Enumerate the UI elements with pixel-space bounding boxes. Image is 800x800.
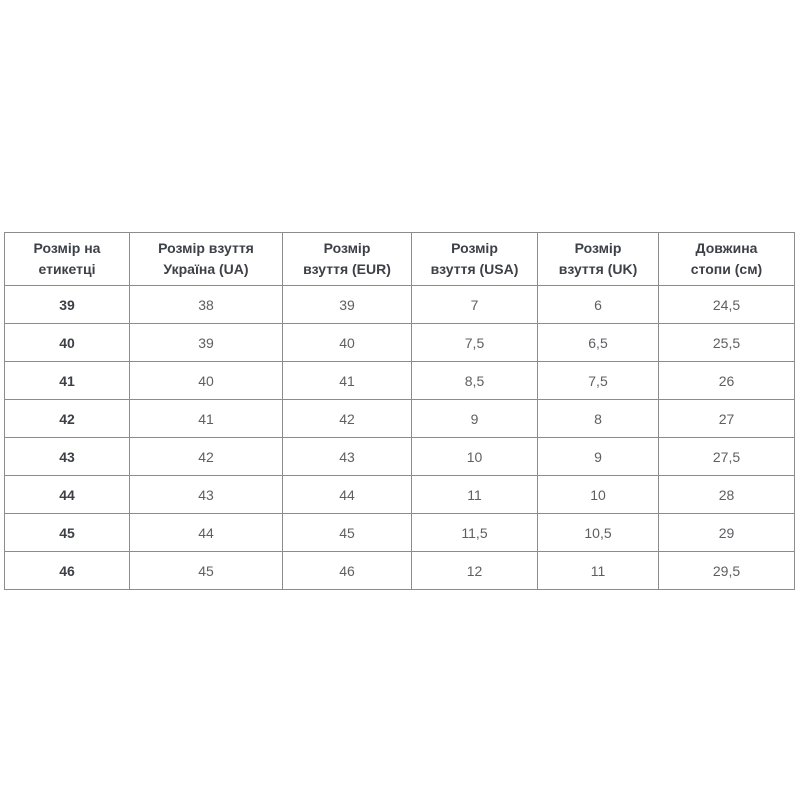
- foot-length-cell: 29: [658, 513, 795, 552]
- uk-size-cell: 7,5: [537, 361, 659, 400]
- column-header-usa-size: Розмір взуття (USA): [411, 232, 538, 286]
- foot-length-cell: 28: [658, 475, 795, 514]
- label-size-cell: 46: [4, 551, 130, 590]
- shoe-size-chart-table: Розмір на етикетці Розмір взуття Україна…: [4, 232, 795, 590]
- column-header-label-size: Розмір на етикетці: [4, 232, 130, 286]
- usa-size-cell: 12: [411, 551, 538, 590]
- uk-size-cell: 6,5: [537, 323, 659, 362]
- header-line: Довжина: [695, 240, 758, 256]
- label-size-cell: 43: [4, 437, 130, 476]
- usa-size-cell: 8,5: [411, 361, 538, 400]
- header-line: Розмір взуття: [158, 240, 254, 256]
- uk-size-cell: 6: [537, 285, 659, 324]
- table-row: 42 41 42 9 8 27: [4, 399, 795, 438]
- uk-size-cell: 10: [537, 475, 659, 514]
- table-row: 39 38 39 7 6 24,5: [4, 285, 795, 324]
- usa-size-cell: 7,5: [411, 323, 538, 362]
- foot-length-cell: 27: [658, 399, 795, 438]
- eur-size-cell: 41: [282, 361, 412, 400]
- ua-size-cell: 40: [129, 361, 283, 400]
- foot-length-cell: 27,5: [658, 437, 795, 476]
- ua-size-cell: 42: [129, 437, 283, 476]
- header-line: взуття (USA): [430, 261, 519, 277]
- ua-size-cell: 39: [129, 323, 283, 362]
- foot-length-cell: 24,5: [658, 285, 795, 324]
- table-row: 43 42 43 10 9 27,5: [4, 437, 795, 476]
- column-header-foot-length: Довжина стопи (см): [658, 232, 795, 286]
- label-size-cell: 39: [4, 285, 130, 324]
- usa-size-cell: 7: [411, 285, 538, 324]
- usa-size-cell: 11,5: [411, 513, 538, 552]
- ua-size-cell: 44: [129, 513, 283, 552]
- eur-size-cell: 43: [282, 437, 412, 476]
- label-size-cell: 40: [4, 323, 130, 362]
- usa-size-cell: 9: [411, 399, 538, 438]
- foot-length-cell: 25,5: [658, 323, 795, 362]
- label-size-cell: 41: [4, 361, 130, 400]
- ua-size-cell: 38: [129, 285, 283, 324]
- ua-size-cell: 43: [129, 475, 283, 514]
- header-line: Україна (UA): [163, 261, 249, 277]
- header-line: взуття (EUR): [303, 261, 391, 277]
- eur-size-cell: 42: [282, 399, 412, 438]
- usa-size-cell: 10: [411, 437, 538, 476]
- label-size-cell: 45: [4, 513, 130, 552]
- eur-size-cell: 39: [282, 285, 412, 324]
- ua-size-cell: 45: [129, 551, 283, 590]
- column-header-eur-size: Розмір взуття (EUR): [282, 232, 412, 286]
- header-line: Розмір на: [33, 240, 101, 256]
- header-line: взуття (UK): [558, 261, 638, 277]
- table-row: 45 44 45 11,5 10,5 29: [4, 513, 795, 552]
- eur-size-cell: 40: [282, 323, 412, 362]
- eur-size-cell: 46: [282, 551, 412, 590]
- eur-size-cell: 44: [282, 475, 412, 514]
- uk-size-cell: 11: [537, 551, 659, 590]
- header-row: Розмір на етикетці Розмір взуття Україна…: [4, 232, 795, 286]
- header-line: етикетці: [38, 261, 96, 277]
- table-body: 39 38 39 7 6 24,5 40 39 40 7,5 6,5 25,5 …: [4, 285, 795, 590]
- header-line: Розмір: [323, 240, 371, 256]
- header-line: Розмір: [574, 240, 622, 256]
- header-line: стопи (см): [690, 261, 763, 277]
- label-size-cell: 42: [4, 399, 130, 438]
- foot-length-cell: 29,5: [658, 551, 795, 590]
- usa-size-cell: 11: [411, 475, 538, 514]
- uk-size-cell: 8: [537, 399, 659, 438]
- uk-size-cell: 10,5: [537, 513, 659, 552]
- label-size-cell: 44: [4, 475, 130, 514]
- table-header: Розмір на етикетці Розмір взуття Україна…: [4, 232, 795, 286]
- uk-size-cell: 9: [537, 437, 659, 476]
- table-row: 46 45 46 12 11 29,5: [4, 551, 795, 590]
- table-row: 40 39 40 7,5 6,5 25,5: [4, 323, 795, 362]
- column-header-ua-size: Розмір взуття Україна (UA): [129, 232, 283, 286]
- foot-length-cell: 26: [658, 361, 795, 400]
- table-row: 41 40 41 8,5 7,5 26: [4, 361, 795, 400]
- ua-size-cell: 41: [129, 399, 283, 438]
- table-row: 44 43 44 11 10 28: [4, 475, 795, 514]
- header-line: Розмір: [451, 240, 498, 256]
- column-header-uk-size: Розмір взуття (UK): [537, 232, 659, 286]
- eur-size-cell: 45: [282, 513, 412, 552]
